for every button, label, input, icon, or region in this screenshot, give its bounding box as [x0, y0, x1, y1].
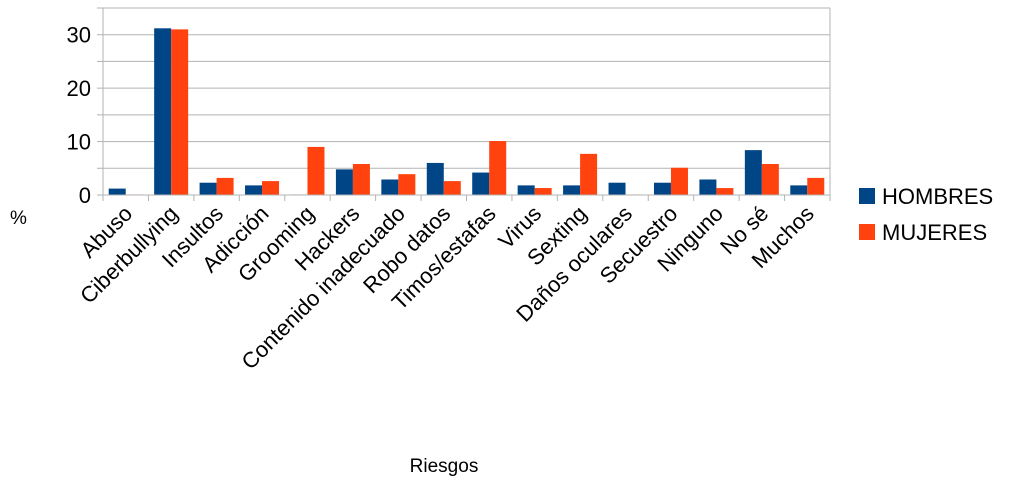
bar-mujeres: [489, 141, 507, 195]
gridlines: [103, 7, 831, 196]
bar-hombres: [608, 182, 626, 195]
bar-mujeres: [262, 181, 280, 195]
bar-hombres: [199, 182, 217, 195]
bar-hombres: [245, 185, 263, 195]
bar-hombres: [653, 182, 671, 195]
legend: HOMBRES MUJERES: [859, 184, 993, 245]
y-tick-label: 30: [67, 23, 91, 48]
bar-mujeres: [216, 177, 234, 195]
bar-mujeres: [443, 181, 461, 195]
bar-hombres: [790, 185, 808, 195]
y-tick-labels: 0 10 20 30: [67, 23, 91, 208]
bar-hombres: [426, 162, 444, 195]
bar-mujeres: [580, 153, 598, 195]
legend-swatch-mujeres: [859, 224, 875, 240]
bar-mujeres: [670, 167, 688, 195]
bar-hombres: [381, 179, 399, 195]
y-tick-label: 20: [67, 76, 91, 101]
bar-mujeres: [398, 174, 416, 195]
y-tick-label: 0: [79, 183, 91, 208]
bars: [108, 28, 825, 195]
bar-hombres: [335, 169, 353, 195]
bar-mujeres: [171, 29, 189, 195]
x-tick-labels: AbusoCiberbullyingInsultosAdicciónGroomi…: [75, 201, 819, 374]
bar-mujeres: [352, 164, 370, 195]
bar-hombres: [517, 185, 535, 195]
bar-hombres: [699, 179, 717, 195]
bar-hombres: [563, 185, 581, 195]
bar-hombres: [154, 28, 172, 195]
x-axis-title: Riesgos: [410, 456, 479, 477]
axes: [97, 7, 831, 201]
legend-swatch-hombres: [859, 188, 875, 204]
bar-hombres: [744, 150, 762, 195]
bar-hombres: [472, 172, 490, 195]
bar-mujeres: [761, 164, 779, 195]
legend-label: HOMBRES: [882, 184, 993, 209]
y-tick-label: 10: [67, 130, 91, 155]
bar-hombres: [108, 188, 126, 195]
y-axis-title: %: [10, 208, 27, 229]
legend-label: MUJERES: [882, 220, 987, 245]
bar-mujeres: [807, 177, 825, 195]
bar-mujeres: [534, 188, 552, 195]
bar-mujeres: [716, 188, 734, 195]
bar-mujeres: [307, 146, 325, 195]
